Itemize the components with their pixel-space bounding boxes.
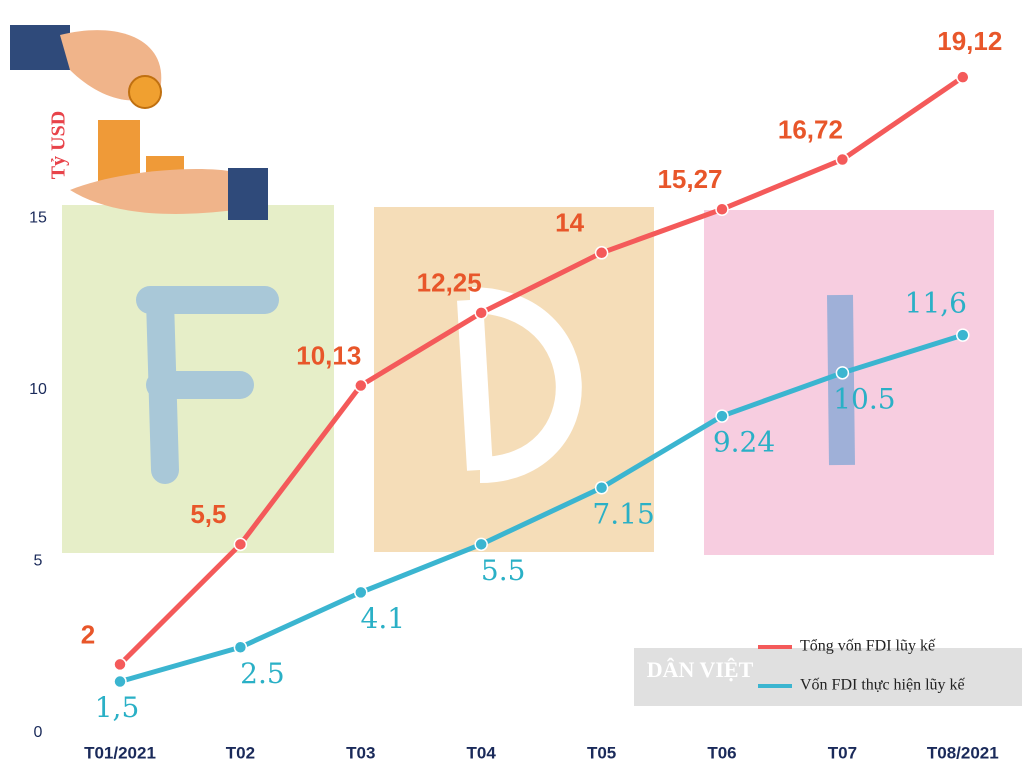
data-label: 5.5 <box>481 554 526 587</box>
y-tick-label: 0 <box>34 724 43 741</box>
data-point <box>354 378 368 393</box>
legend-label: Vốn FDI thực hiện lũy kế <box>800 677 966 694</box>
x-tick-label: T04 <box>467 743 497 762</box>
data-point <box>715 409 729 423</box>
data-point <box>474 306 488 320</box>
data-point <box>354 585 368 600</box>
y-tick-label: 15 <box>29 210 47 227</box>
data-label: 9.24 <box>713 426 775 459</box>
x-tick-label: T08/2021 <box>927 743 999 762</box>
x-tick-label: T01/2021 <box>84 743 156 762</box>
data-point <box>233 537 248 552</box>
icon-coin <box>128 75 162 109</box>
data-label: 2 <box>81 619 95 649</box>
bg-letter <box>136 286 279 484</box>
data-label: 7.15 <box>592 497 654 530</box>
icon-sleeve <box>10 25 70 70</box>
data-point <box>113 657 127 672</box>
data-point <box>835 366 850 380</box>
data-point <box>956 328 970 342</box>
x-tick-label: T02 <box>226 743 255 762</box>
data-label: 5,5 <box>190 499 226 529</box>
bg-letter <box>827 294 855 466</box>
data-point <box>233 640 248 654</box>
data-label: 14 <box>555 208 584 238</box>
data-label: 16,72 <box>778 114 843 144</box>
data-point <box>113 674 127 689</box>
y-tick-label: 5 <box>34 553 43 570</box>
y-axis-label: Tỷ USD <box>48 111 70 179</box>
series-line <box>118 75 965 667</box>
data-label: 1,5 <box>95 691 140 724</box>
watermark-box <box>634 648 1022 706</box>
legend-label: Tổng vốn FDI lũy kế <box>800 638 936 655</box>
x-tick-label: T05 <box>587 743 616 762</box>
data-label: 12,25 <box>417 268 482 298</box>
bg-letter <box>457 287 582 483</box>
y-tick-label: 10 <box>29 381 47 398</box>
watermark: DÂN VIỆT <box>647 657 754 682</box>
x-tick-label: T03 <box>346 743 375 762</box>
data-point <box>474 537 488 552</box>
legend: Tổng vốn FDI lũy kế Vốn FDI thực hiện lũy… <box>758 638 966 694</box>
data-point <box>594 481 609 495</box>
data-point <box>835 152 850 167</box>
x-tick-label: T06 <box>707 743 736 762</box>
series-line <box>119 332 964 684</box>
data-point <box>715 202 729 216</box>
data-label: 2.5 <box>240 657 285 690</box>
data-label: 15,27 <box>657 164 722 194</box>
data-label: 10.5 <box>833 382 895 415</box>
data-label: 4.1 <box>361 602 406 635</box>
data-label: 10,13 <box>296 340 361 370</box>
x-tick-label: T07 <box>828 743 857 762</box>
icon-hand <box>70 169 235 214</box>
data-label: 11,6 <box>905 287 967 320</box>
data-label: 19,12 <box>937 26 1002 56</box>
bg-panel <box>374 207 654 552</box>
icon-sleeve <box>228 168 268 220</box>
data-point <box>594 246 609 260</box>
data-point <box>956 70 970 84</box>
